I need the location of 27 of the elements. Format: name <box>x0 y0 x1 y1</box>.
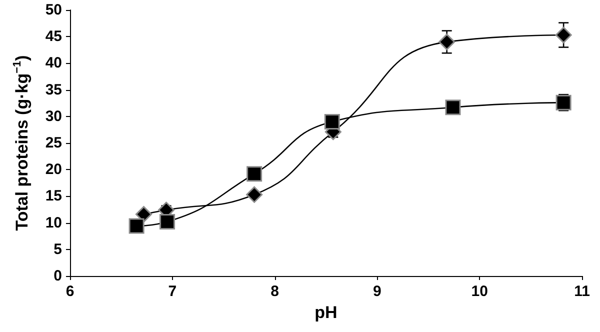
point <box>324 114 340 130</box>
y-tick-label: 15 <box>45 188 62 205</box>
y-axis-title: Total proteins (g·kg−1) <box>12 55 32 231</box>
point <box>445 100 461 116</box>
x-tick-label: 6 <box>66 283 74 300</box>
y-tick-label: 25 <box>45 134 62 152</box>
point <box>438 34 456 50</box>
y-tick-label: 30 <box>45 108 62 125</box>
y-tick-label: 50 <box>45 2 62 18</box>
x-tick-label: 7 <box>168 283 177 300</box>
point <box>555 26 572 44</box>
point <box>160 214 176 230</box>
point <box>128 218 144 234</box>
x-tick-label: 11 <box>574 283 590 300</box>
x-tick-label: 9 <box>373 283 382 300</box>
y-tick-label: 10 <box>45 214 62 232</box>
y-tick-label: 5 <box>54 240 62 258</box>
point <box>246 186 263 203</box>
y-tick-label: 35 <box>45 81 62 98</box>
x-tick-label: 10 <box>471 283 488 300</box>
y-tick-label: 0 <box>54 268 62 284</box>
x-axis-title: pH <box>314 303 338 322</box>
x-tick-label: 8 <box>270 283 279 300</box>
y-tick-label: 40 <box>45 54 62 72</box>
y-tick-label: 45 <box>45 28 62 46</box>
y-tick-label: 20 <box>45 161 62 178</box>
point <box>246 166 262 182</box>
